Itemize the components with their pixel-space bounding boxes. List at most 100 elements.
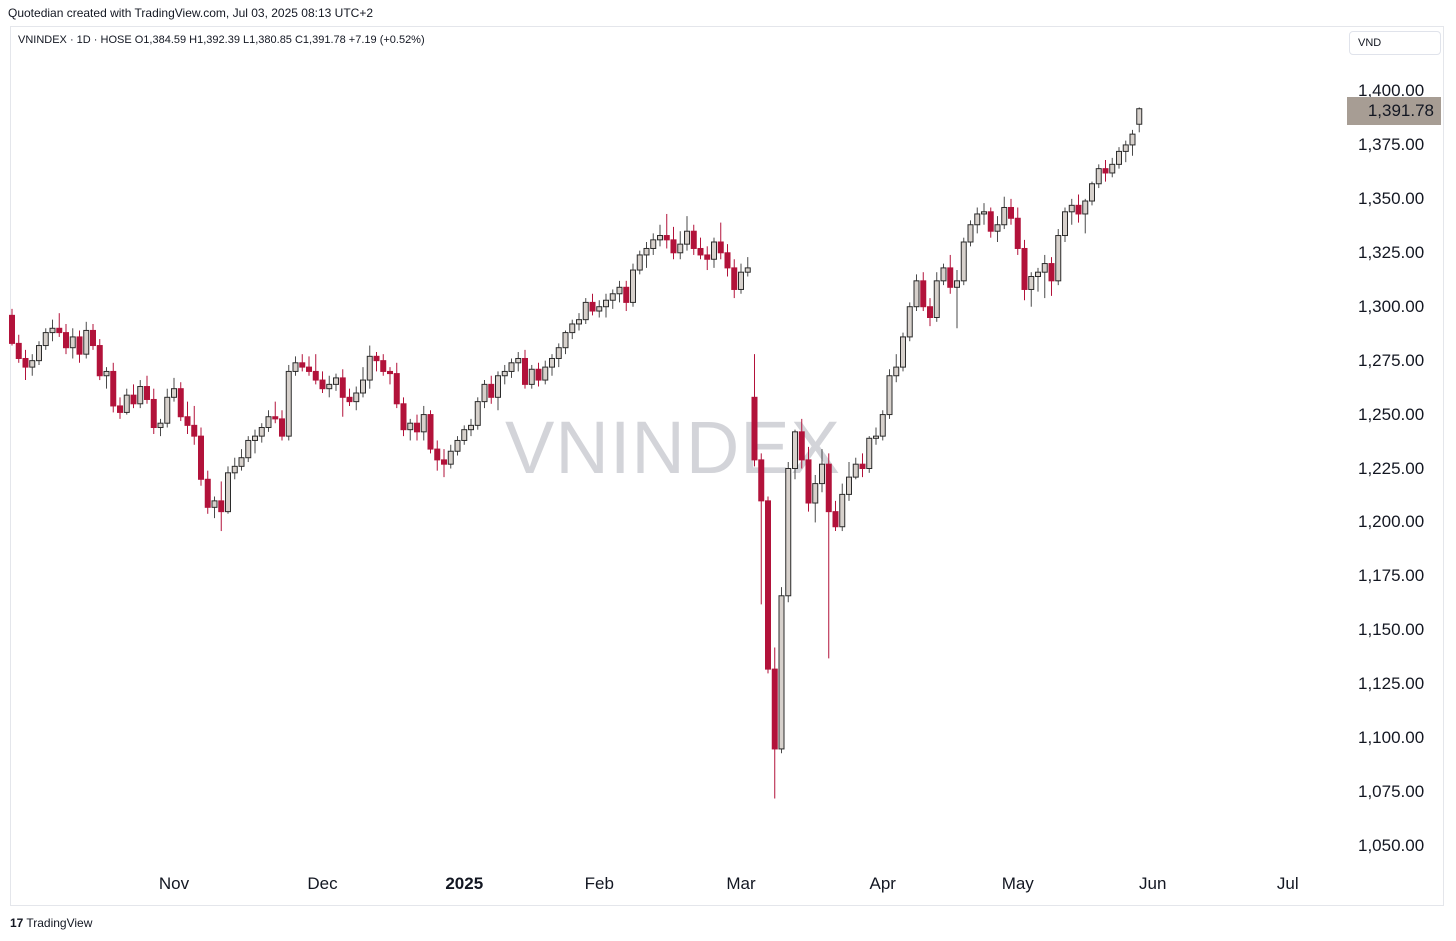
candle-up[interactable]: [555, 347, 562, 359]
candle-up[interactable]: [1129, 133, 1136, 146]
candle-down[interactable]: [832, 511, 839, 528]
candle-up[interactable]: [1055, 235, 1062, 282]
candle-up[interactable]: [265, 416, 272, 429]
candle-up[interactable]: [353, 392, 360, 403]
candle-up[interactable]: [245, 439, 252, 459]
candle-down[interactable]: [690, 230, 697, 249]
candle-up[interactable]: [569, 323, 576, 334]
candle-up[interactable]: [744, 267, 751, 273]
candle-up[interactable]: [792, 431, 798, 470]
candle-down[interactable]: [731, 267, 738, 290]
candle-down[interactable]: [441, 459, 447, 465]
candle-down[interactable]: [623, 286, 630, 303]
candle-down[interactable]: [272, 416, 279, 420]
candle-up[interactable]: [940, 267, 947, 282]
candle-up[interactable]: [677, 243, 684, 254]
candle-up[interactable]: [819, 463, 825, 485]
candle-up[interactable]: [164, 396, 171, 424]
candle-down[interactable]: [1014, 217, 1021, 249]
candle-down[interactable]: [380, 360, 387, 372]
candle-down[interactable]: [387, 370, 393, 375]
candle-down[interactable]: [346, 396, 353, 403]
candle-down[interactable]: [191, 424, 198, 437]
candle-up[interactable]: [1062, 211, 1068, 237]
currency-selector[interactable]: VND: [1349, 31, 1441, 55]
candle-up[interactable]: [603, 299, 609, 308]
candle-up[interactable]: [596, 306, 603, 312]
candle-up[interactable]: [1136, 108, 1143, 125]
candle-up[interactable]: [609, 293, 616, 301]
candle-down[interactable]: [312, 370, 319, 381]
candle-up[interactable]: [474, 401, 481, 426]
candle-up[interactable]: [508, 362, 515, 372]
candle-down[interactable]: [218, 500, 225, 513]
candle-down[interactable]: [130, 394, 137, 405]
candle-up[interactable]: [839, 493, 846, 528]
candle-down[interactable]: [697, 247, 704, 256]
candle-up[interactable]: [778, 595, 785, 750]
candle-down[interactable]: [1021, 247, 1028, 290]
candle-up[interactable]: [866, 437, 873, 469]
candle-down[interactable]: [393, 373, 400, 405]
candle-up[interactable]: [630, 269, 636, 303]
candle-up[interactable]: [461, 429, 468, 441]
candle-up[interactable]: [846, 476, 852, 495]
candle-up[interactable]: [326, 383, 333, 390]
candle-up[interactable]: [873, 435, 879, 439]
candle-up[interactable]: [171, 388, 177, 398]
candle-up[interactable]: [879, 414, 886, 437]
candle-up[interactable]: [893, 366, 900, 377]
candle-down[interactable]: [927, 306, 933, 319]
candle-up[interactable]: [549, 357, 555, 368]
candle-down[interactable]: [765, 500, 771, 670]
candle-down[interactable]: [414, 422, 420, 433]
candle-down[interactable]: [1102, 168, 1109, 174]
candle-up[interactable]: [906, 306, 913, 338]
candle-up[interactable]: [1089, 183, 1095, 202]
candle-down[interactable]: [56, 327, 63, 334]
candle-down[interactable]: [704, 254, 711, 260]
candle-down[interactable]: [589, 301, 596, 312]
candle-up[interactable]: [454, 439, 461, 452]
candle-down[interactable]: [90, 329, 96, 347]
candle-down[interactable]: [920, 280, 927, 308]
candle-down[interactable]: [339, 377, 346, 398]
candle-up[interactable]: [225, 472, 231, 513]
candle-up[interactable]: [900, 336, 906, 368]
candle-up[interactable]: [36, 345, 42, 362]
candle-up[interactable]: [954, 280, 960, 288]
candle-down[interactable]: [76, 336, 83, 355]
candle-down[interactable]: [279, 418, 285, 437]
candle-up[interactable]: [1028, 276, 1035, 290]
candle-up[interactable]: [69, 336, 76, 349]
candle-up[interactable]: [913, 280, 920, 308]
candle-down[interactable]: [144, 386, 150, 400]
candle-up[interactable]: [420, 414, 427, 433]
candle-up[interactable]: [1116, 150, 1122, 165]
candle-down[interactable]: [434, 448, 441, 461]
candle-down[interactable]: [117, 405, 123, 413]
candle-down[interactable]: [177, 388, 184, 418]
candle-up[interactable]: [515, 357, 522, 364]
candle-down[interactable]: [488, 383, 495, 398]
candle-down[interactable]: [15, 342, 22, 359]
candle-up[interactable]: [616, 286, 623, 295]
candle-up[interactable]: [481, 383, 488, 403]
candle-up[interactable]: [468, 424, 474, 431]
candle-down[interactable]: [299, 362, 306, 368]
candle-up[interactable]: [886, 375, 893, 416]
candle-up[interactable]: [1082, 200, 1089, 215]
candle-down[interactable]: [306, 366, 312, 372]
candle-up[interactable]: [1035, 271, 1041, 278]
candle-up[interactable]: [981, 211, 987, 215]
candle-up[interactable]: [643, 247, 650, 256]
candle-up[interactable]: [657, 235, 663, 241]
candle-down[interactable]: [204, 478, 211, 508]
candle-down[interactable]: [1008, 206, 1014, 219]
candle-up[interactable]: [1068, 204, 1075, 213]
candle-up[interactable]: [157, 422, 164, 429]
candle-up[interactable]: [123, 394, 130, 413]
candle-up[interactable]: [582, 301, 589, 321]
candle-down[interactable]: [522, 357, 528, 385]
